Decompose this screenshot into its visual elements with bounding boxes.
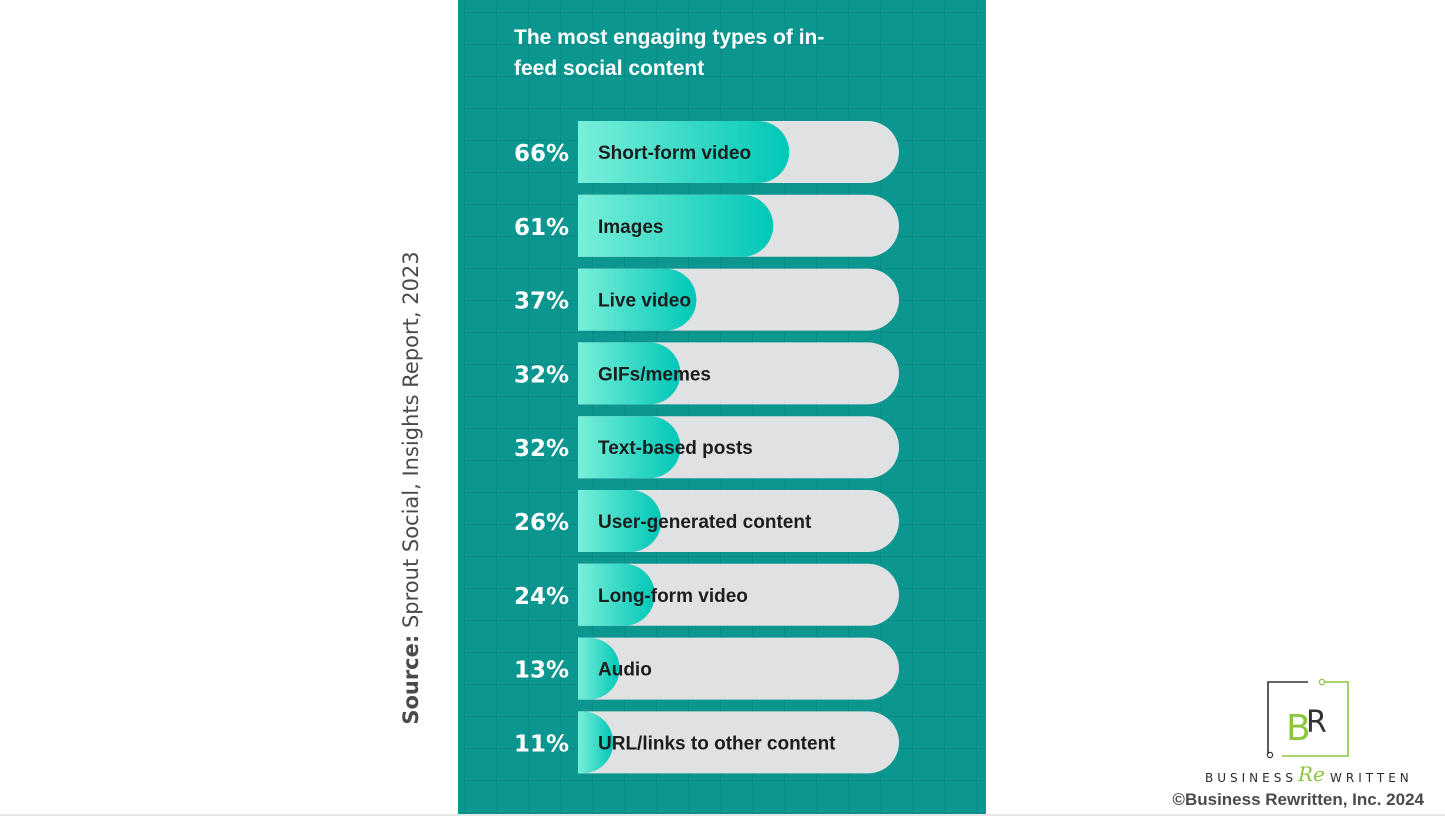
brand-word-written: WRITTEN [1330,771,1413,785]
bar-gifs-memes [578,342,681,405]
bar-track-long-form-video [578,563,899,626]
source-text: Sprout Social, Insights Report, 2023 [399,251,423,629]
value-label-live-video: 37% [514,289,569,315]
value-label-long-form-video: 24% [514,584,569,610]
category-label-user-generated-content: User-generated content [598,512,812,533]
category-label-short-form-video: Short-form video [598,143,751,164]
value-label-gifs-memes: 32% [514,362,569,388]
category-label-long-form-video: Long-form video [598,586,748,607]
logo-letter-b: B [1286,708,1311,749]
bar-track-audio [578,637,899,700]
bar-text-based-posts [578,416,681,479]
value-label-url-links-to-other-content: 11% [514,731,569,757]
value-label-audio: 13% [514,658,569,684]
value-label-user-generated-content: 26% [514,510,569,536]
bar-images [578,194,774,257]
bar-track-url-links-to-other-content [578,711,899,774]
source-note: Source: Sprout Social, Insights Report, … [399,238,423,738]
category-label-audio: Audio [598,660,652,681]
bar-audio [578,637,620,700]
bar-short-form-video [578,121,790,183]
bar-long-form-video [578,563,655,626]
bar-url-links-to-other-content [578,711,614,774]
category-label-url-links-to-other-content: URL/links to other content [598,733,836,754]
logo-letter-r: R [1306,705,1327,740]
bar-chart: 66% Short-form video 61% Images 37% Live vide… [514,121,899,774]
value-label-short-form-video: 66% [514,141,569,167]
bar-user-generated-content [578,490,662,552]
category-label-live-video: Live video [598,291,691,312]
brand-word-re: Re [1298,762,1325,786]
bar-track-user-generated-content [578,490,899,552]
bars-layer: 66% Short-form video 61% Images 37% Live vide… [514,121,899,774]
business-rewritten-logo: B R [1266,678,1349,759]
value-label-images: 61% [514,215,569,241]
source-label: Source: [399,634,423,725]
bar-live-video [578,268,697,331]
category-label-text-based-posts: Text-based posts [598,438,753,459]
category-label-images: Images [598,217,663,238]
brand-word-business: BUSINESS [1205,771,1297,785]
category-label-gifs-memes: GIFs/memes [598,364,711,385]
value-label-text-based-posts: 32% [514,436,569,462]
bottom-divider [0,814,1445,816]
chart-panel: The most engaging types of in-feed socia… [458,0,986,814]
copyright: ©Business Rewritten, Inc. 2024 [1172,790,1424,809]
chart-title: The most engaging types of in-feed socia… [514,26,825,80]
